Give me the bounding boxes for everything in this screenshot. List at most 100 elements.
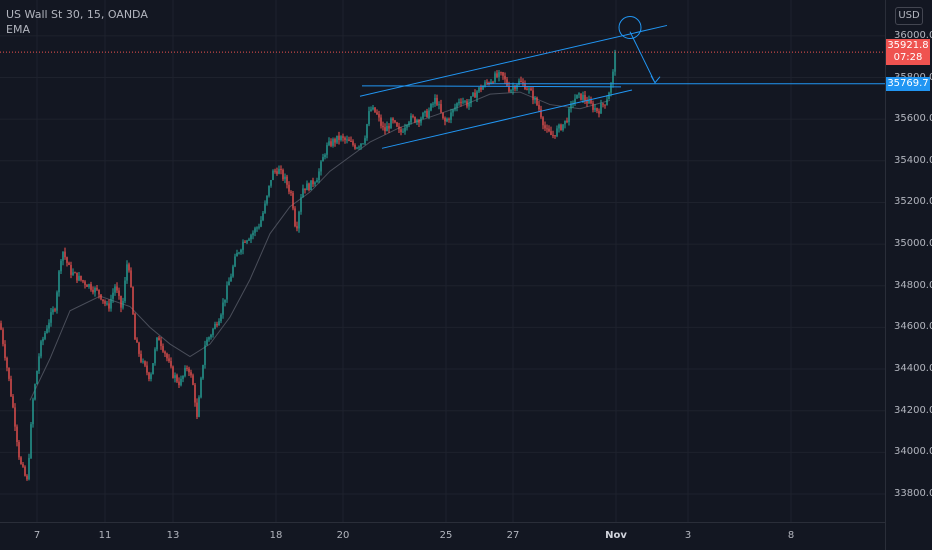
candle-body [420,118,422,123]
candle-body [18,441,20,458]
candle-body [230,276,232,282]
candle-body [174,375,176,378]
drawing-tools [0,16,885,149]
candle-body [468,103,470,107]
candle-body [580,93,582,100]
candle-body [366,124,368,139]
candle-body [206,339,208,346]
x-axis-border [0,522,885,523]
candle-body [518,80,520,85]
price-chart[interactable] [0,0,885,522]
candle-body [302,188,304,198]
candle-body [274,170,276,172]
candle-body [340,136,342,140]
candle-body [502,72,504,76]
candle-body [22,464,24,467]
x-tick-label: 7 [33,530,41,541]
ema-line [29,91,611,401]
candle-body [404,127,406,132]
candle-body [310,180,312,191]
candle-body [336,135,338,143]
candle-body [386,126,388,132]
candle-body [192,375,194,385]
candle-body [34,384,36,400]
chart-legend: US Wall St 30, 15, OANDA EMA [6,7,148,37]
y-axis-border [885,0,886,550]
candle-body [120,295,122,308]
candle-body [554,135,556,137]
candle-body [44,333,46,339]
candle-body [66,257,68,263]
candle-body [522,82,524,84]
candle-body [138,342,140,354]
candle-body [10,378,12,397]
candle-body [526,89,528,91]
candle-body [304,188,306,191]
candle-body [556,128,558,137]
candle-body [412,115,414,117]
candle-body [492,81,494,83]
candle-body [140,353,142,362]
candle-body [604,104,606,106]
candle-body [568,108,570,123]
y-tick-label: 36000.0 [894,29,932,41]
candle-body [160,340,162,346]
candle-body [440,104,442,113]
candle-body [26,475,28,480]
candle-body [396,122,398,127]
candle-body [196,402,198,417]
candle-body [398,126,400,130]
y-tick-label: 34400.0 [894,363,932,375]
target-circle [618,16,642,40]
candle-body [542,117,544,126]
candle-body [390,118,392,129]
candle-body [52,309,54,313]
candle-body [268,185,270,196]
candle-body [560,124,562,131]
candle-body [102,299,104,302]
candle-body [462,101,464,103]
candle-body [588,100,590,104]
x-tick-label: 25 [439,530,453,541]
y-tick-label: 33800.0 [894,488,932,499]
candle-body [422,112,424,119]
candle-body [134,314,136,340]
y-tick-label: 34800.0 [894,279,932,291]
candle-body [84,281,86,285]
candle-body [470,96,472,104]
candle-body [322,157,324,162]
time-axis[interactable]: 7 11 13 18 20 25 27 Nov 3 8 [0,522,885,550]
candle-body [238,252,240,254]
candle-body [224,299,226,303]
candle-body [550,131,552,136]
candle-body [92,289,94,293]
candle-body [586,100,588,104]
candle-body [416,119,418,123]
candle-body [342,136,344,138]
candle-body [270,179,272,186]
candle-body [68,262,70,266]
candle-body [20,457,22,465]
candle-body [98,289,100,295]
candle-body [284,176,286,180]
candle-body [558,124,560,129]
x-tick-label: 3 [684,530,692,541]
currency-button[interactable]: USD [895,7,923,25]
candle-body [210,334,212,338]
candle-body [534,97,536,101]
candle-body [244,241,246,243]
candle-body [188,368,190,373]
candle-body [614,52,616,72]
candle-body [576,94,578,99]
y-tick-label: 34000.0 [894,446,932,458]
candle-body [264,203,266,213]
candle-body [242,241,244,250]
candle-body [536,97,538,105]
candle-body [306,183,308,191]
candle-body [64,251,66,258]
candle-body [28,457,30,480]
candle-body [510,90,512,92]
candle-body [382,125,384,128]
candle-body [376,112,378,115]
ema-indicator-label[interactable]: EMA [6,23,30,36]
